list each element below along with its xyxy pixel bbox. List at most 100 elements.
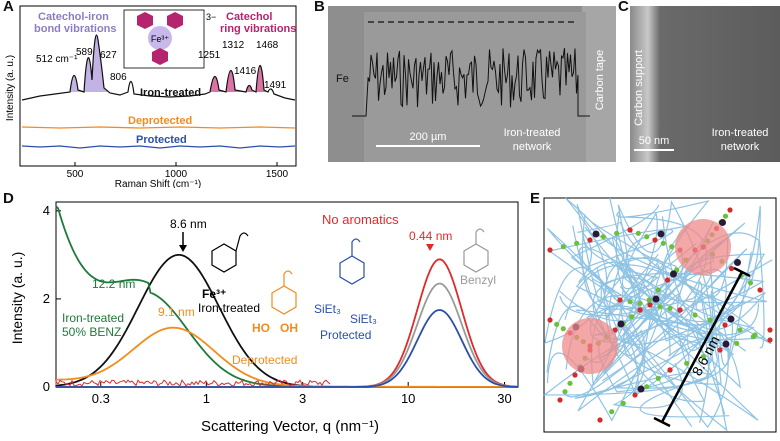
fe-label: Fe (336, 73, 349, 85)
ring-heading-2: ring vibrations (220, 23, 296, 35)
chain-bead (652, 237, 658, 243)
peak-label: 627 (100, 50, 117, 61)
network-label-b-1: Iron-treated (504, 127, 561, 139)
chain-bead (617, 297, 623, 303)
panel-a-svg: 500 1000 1500 Raman Shift (cm⁻¹) Intensi… (5, 5, 297, 190)
chain-bead (717, 347, 723, 353)
arrowhead-icon (179, 245, 187, 252)
chain-bead (629, 314, 635, 320)
molecule-benzyl (463, 228, 489, 273)
chain-bead (600, 234, 606, 240)
chain-bead (557, 397, 563, 403)
complex-ring-icon (152, 48, 168, 65)
chain-bead (655, 375, 661, 381)
chain-bead (684, 360, 690, 366)
peak-label: 1251 (198, 50, 221, 61)
spectrum-deprotected (21, 126, 296, 129)
black-bead (652, 295, 660, 303)
chain-bead (660, 240, 666, 246)
scale-bar-c-label: 50 nm (639, 135, 670, 147)
chain-bead (647, 302, 653, 308)
polymer-strand (546, 227, 752, 409)
mol-deprotected: Deprotected (232, 353, 297, 367)
molecule-protected (339, 238, 365, 285)
chain-bead (562, 389, 568, 395)
black-bead (657, 230, 665, 238)
complex-label: Fe³⁺ (151, 34, 170, 44)
ring-vibration-fill (210, 65, 268, 92)
mol-oh: OH (280, 321, 298, 335)
peak-label: 1312 (222, 40, 245, 51)
chain-bead (637, 300, 643, 306)
polymer-strand (578, 213, 682, 308)
chain-bead (554, 321, 560, 327)
scale-bar-b-label: 200 µm (410, 131, 447, 143)
peak-label: 806 (110, 72, 127, 83)
panel-d-xtick: 3 (299, 391, 306, 406)
panel-a-frame (19, 5, 297, 167)
chain-bead (767, 327, 773, 333)
panel-d-ytick: 0 (43, 379, 50, 394)
chain-bead (767, 337, 773, 343)
complex-fe-circle (148, 26, 172, 50)
arrowhead-icon (426, 244, 434, 251)
panel-label: A (3, 0, 14, 15)
chain-bead (655, 287, 661, 293)
fe-band (364, 12, 586, 162)
panel-c: Carbon support 50 nm Iron-treated networ… (618, 0, 780, 166)
panel-e: 8.6 nm E (530, 190, 780, 436)
chain-bead (567, 380, 573, 386)
peak-label: 1416 (234, 66, 257, 77)
chain-bead (667, 367, 673, 373)
panel-label: E (530, 190, 541, 207)
peak-label: 512 cm⁻¹ (36, 54, 78, 65)
annot-iron-benz-1: Iron-treated (62, 311, 124, 325)
panel-d: 0.3 1 3 10 30 0 2 4 Scattering Vector, q (nm⁻¹)… (0, 188, 526, 436)
polymer-strand (604, 232, 765, 357)
panel-label: B (314, 0, 325, 15)
ring-heading-1: Catechol (226, 11, 272, 23)
black-bead (734, 259, 741, 266)
spectrum-iron-treated (21, 34, 296, 101)
bond-heading-2: bond vibrations (34, 23, 117, 35)
chain-bead (560, 326, 566, 332)
annot-0-44: 0.44 nm (409, 229, 452, 243)
chain-bead (667, 305, 673, 311)
carbon-tape-label: Carbon tape (594, 50, 606, 111)
distance-bar (653, 266, 751, 428)
chain-bead (627, 299, 633, 305)
panel-a-xtick: 1500 (266, 169, 289, 180)
chain-bead (644, 234, 650, 240)
polymer-strand (577, 211, 766, 412)
polymer-strand (546, 253, 668, 422)
series-line (56, 282, 519, 388)
baseline-noise (55, 379, 331, 387)
mol-ho: HO (252, 321, 270, 335)
chain-bead (734, 340, 740, 346)
chain-bead (722, 322, 728, 328)
mol-protected: Protected (320, 328, 371, 342)
complex-ring-icon (167, 12, 183, 29)
black-bead (719, 219, 726, 226)
annot-12-2: 12.2 nm (92, 277, 135, 291)
chain-bead (627, 227, 633, 233)
panel-a-xtick: 500 (67, 169, 84, 180)
chain-bead (669, 244, 675, 250)
peak-label: 1491 (264, 80, 287, 91)
polymer-strand (576, 204, 768, 357)
panel-a-ylabel: Intensity (a. u.) (5, 55, 16, 121)
tem-image-c (630, 6, 780, 162)
panel-a-xtick: 1000 (165, 169, 188, 180)
chain-bead (614, 230, 620, 236)
chain-bead (637, 307, 643, 313)
bond-heading-1: Catechol-iron (38, 11, 109, 23)
annot-8-6: 8.6 nm (170, 217, 207, 231)
black-bead (727, 315, 735, 323)
panel-c-svg: Carbon support 50 nm Iron-treated networ… (630, 6, 780, 162)
panel-label: C (618, 0, 629, 15)
chain-bead (722, 213, 729, 219)
chain-bead (644, 384, 650, 390)
mol-benzyl: Benzyl (460, 273, 496, 287)
chain-bead (620, 400, 626, 406)
chain-bead (757, 287, 763, 293)
